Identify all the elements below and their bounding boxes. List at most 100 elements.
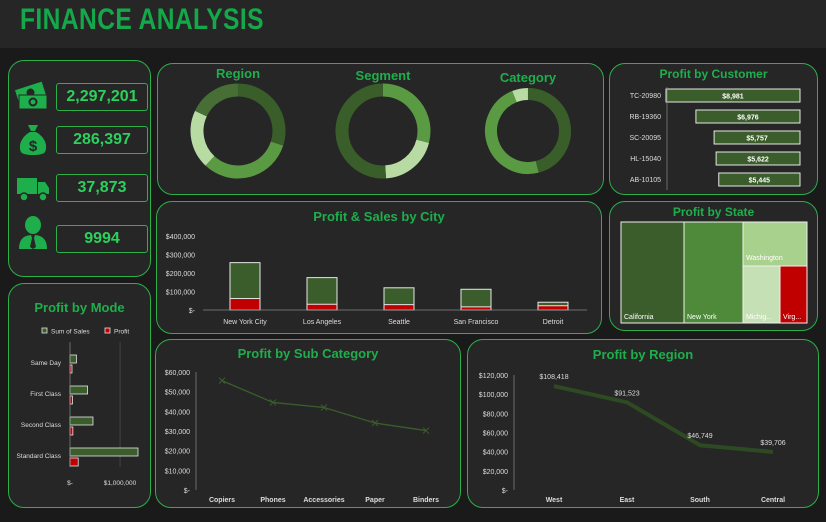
kpi-sales-value: 2,297,201 [56,83,148,111]
donut-segment-segment [335,83,386,179]
region-donut-title: Region [216,66,260,81]
subcat-label: Paper [365,497,385,504]
dashboard-title: FINANCE ANALYSIS [20,3,264,36]
city-label: San Francisco [454,319,499,326]
donut-region-segment [195,83,239,117]
customer-bar [665,88,801,103]
subcat-label: Binders [413,497,439,504]
customer-label: RB-19360 [629,114,661,121]
subcat-ytick-label: $40,000 [165,409,190,416]
profit-by-subcategory-chart: $60,000 $50,000 $40,000 $30,000 $20,000 $10,0… [165,370,439,504]
customer-bar [718,172,801,187]
profit-by-customer-panel: Profit by Customer TC-20980 $8,981 RB-1936… [609,63,818,195]
city-label: Los Angeles [303,319,342,326]
mode-sales-bar [69,447,139,457]
subcat-point-marker [269,399,277,406]
mode-profit-bar [69,426,74,436]
mode-profit-bar [69,457,79,467]
customer-value-label: $6,976 [737,115,759,122]
money-bag-icon: $ [19,125,47,155]
subcat-ytick-label: $- [184,488,191,495]
customer-value-label: $5,757 [746,136,768,143]
kpi-panel: 2,297,201 $ 286,397 37,873 9994 [8,60,151,277]
city-ytick-label: $- [189,308,196,315]
kpi-orders-value: 9994 [56,225,148,253]
region-label: East [620,497,635,504]
donut-region-segment [190,110,215,166]
mode-sales-bar [69,385,88,395]
profit-by-subcategory-panel: Profit by Sub Category $60,000 $50,000 $40… [155,339,461,508]
kpi-quantity-value: 37,873 [56,174,148,202]
city-profit-bar [306,303,338,311]
state-label: Michig... [746,314,772,321]
kpi-profit-value: 286,397 [56,126,148,154]
customer-value-label: $8,981 [722,94,744,101]
subcat-label: Phones [260,497,285,504]
profit-by-mode-panel: Profit by Mode Sum of Sales Profit Same Da… [8,283,151,508]
subcat-point-marker [422,427,430,434]
state-cell [779,265,808,324]
subcat-ytick-label: $30,000 [165,429,190,436]
region-ytick-label: $- [502,488,509,495]
subcat-ytick-label: $20,000 [165,449,190,456]
subcat-point-marker [320,404,328,411]
state-cell [742,221,808,267]
mode-label: Same Day [31,360,62,367]
customer-label: AB-10105 [630,177,661,184]
profit-by-customer-title: Profit by Customer [659,67,768,81]
state-label: California [624,314,654,321]
mode-label: First Class [30,391,61,398]
region-donut-chart [190,83,286,179]
city-profit-bar [383,304,415,311]
delivery-truck-icon [17,178,49,202]
donut-category-segment [527,88,571,173]
legend-profit-swatch [104,327,111,334]
region-ytick-label: $100,000 [479,392,508,399]
city-label: Detroit [543,319,564,326]
legend-sales-swatch [41,327,48,334]
header-bar: FINANCE ANALYSIS [0,0,826,48]
region-value-label: $39,706 [760,440,785,447]
subcat-point-marker [371,419,379,427]
region-value-label: $108,418 [539,374,568,381]
region-ytick-label: $20,000 [483,469,508,476]
region-ytick-label: $80,000 [483,411,508,418]
category-donut-title: Category [500,70,557,85]
region-label: South [690,497,710,504]
donut-category-segment [512,88,529,103]
customer-label: SC-20095 [629,135,661,142]
donut-segment-segment [382,83,431,143]
mode-sales-bar [69,416,94,426]
legend-profit-label: Profit [114,329,129,336]
customer-bar [713,130,801,145]
profit-by-state-treemap: California New York Washington Michig... Vir… [620,221,808,324]
customer-label: HL-15040 [630,156,661,163]
legend-sales-label: Sum of Sales [51,329,90,336]
customer-value-label: $5,622 [747,157,769,164]
region-value-label: $91,523 [614,390,639,397]
city-label: New York City [223,319,267,326]
profit-by-state-title: Profit by State [672,205,755,219]
state-label: Virg... [783,314,801,321]
subcat-label: Accessories [303,497,344,504]
region-ytick-label: $40,000 [483,450,508,457]
customer-label: TC-20980 [630,93,661,100]
customer-bar [715,151,801,166]
city-profit-bar [229,298,261,311]
profit-by-state-panel: Profit by State California New York Washin… [609,201,818,331]
segment-donut-title: Segment [356,68,412,83]
city-ytick-label: $200,000 [166,271,195,278]
subcat-label: Copiers [209,497,235,504]
svg-text:$: $ [29,138,38,155]
mode-sales-bar [69,354,77,364]
segment-donut-chart [335,83,431,179]
profit-by-customer-chart: TC-20980 $8,981 RB-19360 $6,976 SC-20095 $5,7… [629,87,801,190]
customer-value-label: $5,445 [749,178,771,185]
money-bills-icon [15,81,48,110]
profit-sales-by-city-chart: $400,000 $300,000 $200,000 $100,000 $- New Yo… [166,234,587,326]
donut-panel: Region Segment Category [157,63,604,195]
region-ytick-label: $120,000 [479,373,508,380]
region-value-label: $46,749 [687,433,712,440]
mode-label: Second Class [21,422,62,429]
profit-by-subcategory-title: Profit by Sub Category [237,346,379,361]
